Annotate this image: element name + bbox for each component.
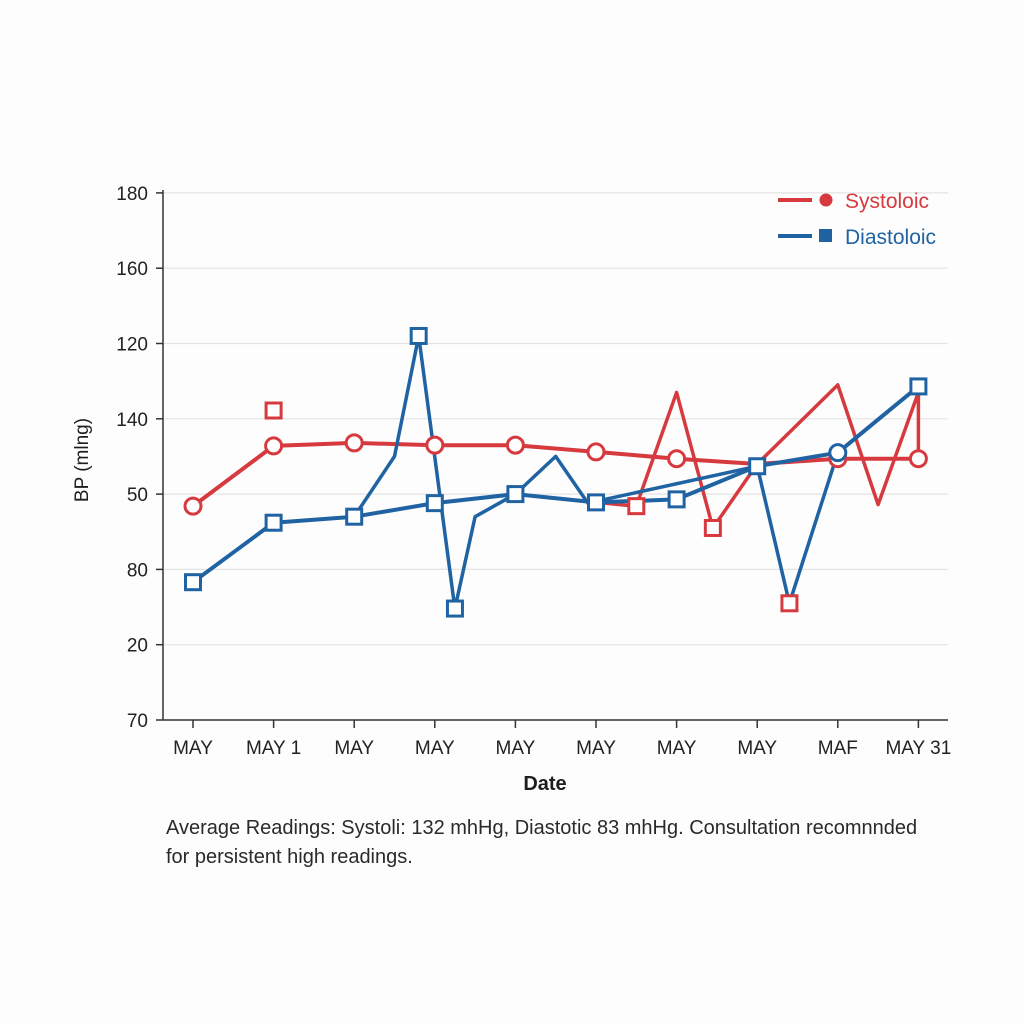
legend-systolic-label: Systoloic — [845, 190, 929, 213]
legend: Systoloic Diastoloic — [778, 190, 936, 249]
diastolic-square-marker — [445, 599, 464, 618]
legend-diastolic-label: Diastoloic — [845, 226, 936, 249]
systolic-circle-marker — [264, 436, 284, 456]
systolic-square-marker — [703, 518, 722, 537]
x-tick-label: MAY — [496, 738, 536, 759]
diastolic-square-marker — [264, 513, 283, 532]
caption-line-1: Average Readings: Systoli: 132 mhHg, Dia… — [166, 817, 918, 839]
systolic-square-marker — [627, 497, 646, 516]
x-tick-label: MAY 31 — [885, 738, 951, 759]
y-tick-label: 140 — [116, 410, 148, 431]
systolic-circle-marker — [667, 449, 687, 469]
diastolic-square-marker — [425, 494, 444, 513]
diastolic-series-line — [191, 384, 920, 584]
x-tick-label: MAY — [737, 738, 777, 759]
y-tick-label: 180 — [116, 184, 148, 205]
diastolic-circle-marker — [828, 443, 848, 463]
diastolic-square-marker — [506, 485, 525, 504]
systolic-circle-marker — [505, 435, 525, 455]
diastolic-square-marker — [345, 507, 364, 526]
diastolic-square-marker — [748, 457, 767, 476]
diastolic-square-marker — [587, 493, 605, 512]
x-tick-label: MAY — [576, 738, 616, 759]
y-tick-label: 120 — [116, 335, 148, 356]
systolic-circle-marker — [908, 449, 928, 469]
x-axis-title: Date — [523, 773, 566, 795]
y-tick-labels: 70 20 80 50 140 120 160 180 — [116, 184, 163, 732]
y-axis-title: BP (mlng) — [72, 418, 93, 502]
x-tick-label: MAY 1 — [246, 738, 301, 759]
x-tick-label: MAY — [173, 738, 213, 759]
y-tick-label: 160 — [116, 259, 148, 280]
grid-lines — [163, 192, 948, 646]
diastolic-square-marker — [667, 490, 686, 509]
systolic-circle-marker — [586, 442, 606, 462]
x-tick-label: MAY — [657, 738, 697, 759]
systolic-circle-marker — [425, 435, 445, 455]
diastolic-square-marker — [184, 573, 202, 592]
diastolic-square-marker — [909, 377, 928, 396]
x-tick-labels: MAY MAY 1 MAY MAY MAY MAY MAY MAY MAF MAY 31 — [173, 720, 951, 759]
x-tick-label: MAY — [415, 738, 455, 759]
y-tick-label: 50 — [127, 485, 148, 506]
legend-diastolic-marker — [819, 229, 832, 242]
legend-systolic-marker — [819, 193, 833, 207]
series-layer — [183, 326, 928, 618]
y-tick-label: 80 — [127, 560, 148, 581]
systolic-square-marker — [780, 594, 799, 613]
systolic-square-marker — [264, 401, 283, 420]
x-tick-label: MAY — [334, 738, 374, 759]
y-tick-label: 70 — [127, 711, 148, 732]
summary-caption: Average Readings: Systoli: 132 mhHg, Dia… — [166, 814, 986, 872]
x-tick-label: MAF — [818, 738, 858, 759]
caption-line-2: for persistent high readings. — [166, 846, 413, 868]
axes — [162, 190, 948, 721]
diastolic-square-marker — [409, 326, 428, 345]
systolic-circle-marker — [344, 433, 364, 453]
y-tick-label: 20 — [127, 636, 148, 657]
systolic-circle-marker — [183, 496, 203, 516]
